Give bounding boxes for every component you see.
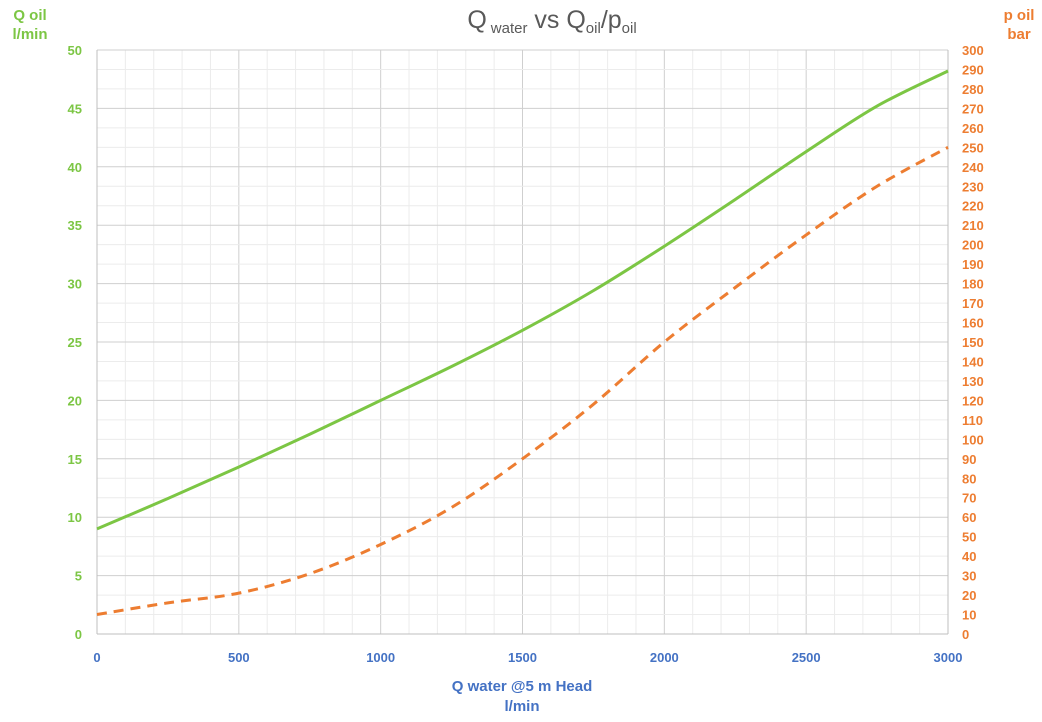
y-left-tick-label: 20 (68, 393, 82, 408)
y-left-label-line2: l/min (12, 26, 47, 43)
x-tick-label: 3000 (934, 650, 963, 665)
y-left-tick-label: 30 (68, 277, 82, 292)
y-left-tick-label: 50 (68, 43, 82, 58)
y-right-tick-label: 290 (962, 62, 984, 77)
y-right-tick-label: 150 (962, 335, 984, 350)
x-axis-label-line1: Q water @5 m Head (452, 678, 593, 695)
y-right-tick-label: 10 (962, 608, 976, 623)
y-right-tick-label: 200 (962, 238, 984, 253)
axes: 0510152025303540455001020304050607080901… (68, 43, 984, 665)
x-tick-label: 2000 (650, 650, 679, 665)
y-left-tick-label: 45 (68, 101, 82, 116)
p-oil-series-line (96, 146, 949, 617)
y-right-tick-label: 230 (962, 179, 984, 194)
y-left-tick-label: 40 (68, 160, 82, 175)
y-right-tick-label: 30 (962, 569, 976, 584)
y-right-tick-label: 300 (962, 43, 984, 58)
y-right-tick-label: 70 (962, 491, 976, 506)
y-left-tick-label: 25 (68, 335, 82, 350)
y-right-tick-label: 270 (962, 101, 984, 116)
y-right-tick-label: 250 (962, 140, 984, 155)
y-right-label-line2: bar (1007, 26, 1031, 43)
series (96, 69, 949, 617)
y-right-tick-label: 80 (962, 471, 976, 486)
y-right-tick-label: 90 (962, 452, 976, 467)
y-right-tick-label: 50 (962, 530, 976, 545)
grid (96, 49, 949, 635)
y-right-tick-label: 0 (962, 627, 969, 642)
x-tick-label: 1000 (366, 650, 395, 665)
y-left-tick-label: 15 (68, 452, 82, 467)
y-right-tick-label: 260 (962, 121, 984, 136)
y-left-tick-label: 10 (68, 510, 82, 525)
y-right-tick-label: 190 (962, 257, 984, 272)
y-right-tick-label: 20 (962, 588, 976, 603)
y-right-tick-label: 240 (962, 160, 984, 175)
y-right-tick-label: 280 (962, 82, 984, 97)
y-right-tick-label: 120 (962, 393, 984, 408)
y-left-tick-label: 5 (75, 569, 82, 584)
y-right-tick-label: 220 (962, 199, 984, 214)
y-right-tick-label: 160 (962, 316, 984, 331)
x-tick-label: 1500 (508, 650, 537, 665)
y-right-tick-label: 210 (962, 218, 984, 233)
y-right-tick-label: 180 (962, 277, 984, 292)
y-left-label-line1: Q oil (13, 7, 46, 24)
y-right-tick-label: 100 (962, 432, 984, 447)
y-right-tick-label: 40 (962, 549, 976, 564)
y-right-tick-label: 130 (962, 374, 984, 389)
x-axis-label-line2: l/min (504, 698, 539, 715)
x-tick-label: 2500 (792, 650, 821, 665)
y-left-tick-label: 0 (75, 627, 82, 642)
x-tick-label: 500 (228, 650, 250, 665)
y-right-tick-label: 140 (962, 354, 984, 369)
x-tick-label: 0 (93, 650, 100, 665)
y-right-tick-label: 170 (962, 296, 984, 311)
y-right-tick-label: 110 (962, 413, 983, 428)
y-right-label-line1: p oil (1004, 7, 1035, 24)
y-right-tick-label: 60 (962, 510, 976, 525)
q-oil-series-line (96, 69, 949, 531)
y-left-tick-label: 35 (68, 218, 82, 233)
